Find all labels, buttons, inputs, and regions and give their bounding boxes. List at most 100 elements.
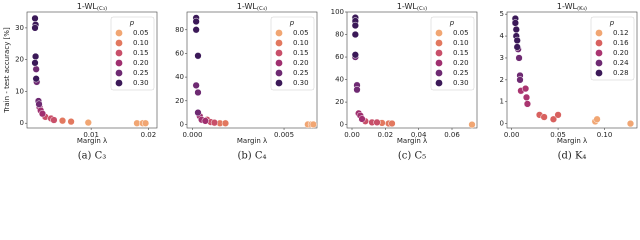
title-sub: (C₃) bbox=[97, 6, 107, 12]
y-tick-label: 0 bbox=[180, 120, 184, 128]
y-tick-label: 0 bbox=[340, 121, 344, 129]
point bbox=[549, 115, 558, 123]
legend-label: 0.05 bbox=[453, 29, 469, 37]
caption: (b) C₄ bbox=[237, 151, 266, 162]
y-tick-label: 0 bbox=[500, 120, 504, 128]
point bbox=[511, 19, 520, 27]
legend-marker bbox=[275, 49, 283, 57]
legend-marker bbox=[115, 49, 123, 57]
plot-frame bbox=[186, 11, 318, 129]
x-tick-label: 0.05 bbox=[550, 131, 566, 139]
y-tick-label: 20 bbox=[15, 56, 24, 64]
point bbox=[35, 100, 43, 108]
x-tick-label: 0.02 bbox=[378, 131, 394, 139]
legend-label: 0.10 bbox=[453, 39, 469, 47]
legend-title: p bbox=[609, 19, 615, 27]
point bbox=[31, 52, 40, 61]
caption: (d) K₄ bbox=[558, 151, 587, 162]
legend-marker bbox=[275, 59, 283, 67]
legend-label: 0.10 bbox=[133, 39, 149, 47]
point bbox=[468, 120, 476, 129]
point bbox=[351, 30, 359, 39]
legend-title: p bbox=[129, 19, 135, 27]
point bbox=[351, 51, 359, 59]
x-tick-label: 0.10 bbox=[597, 131, 613, 139]
legend-label: 0.05 bbox=[133, 29, 149, 37]
plot-title: 1-WL(C₅) bbox=[397, 2, 427, 12]
point bbox=[554, 111, 562, 119]
point bbox=[358, 115, 366, 123]
legend-marker bbox=[595, 29, 603, 37]
legend-label: 0.05 bbox=[293, 29, 309, 37]
x-tick-label: 0.04 bbox=[411, 131, 427, 139]
legend-marker bbox=[595, 69, 603, 77]
y-tick-label: 2 bbox=[500, 76, 504, 84]
legend-label: 0.20 bbox=[293, 59, 309, 67]
point bbox=[201, 117, 209, 125]
point bbox=[31, 14, 39, 23]
x-axis-label: Margin λ bbox=[237, 137, 267, 145]
title-sub: (C₅) bbox=[417, 6, 427, 12]
plot-frame bbox=[26, 11, 158, 129]
legend-label: 0.15 bbox=[453, 49, 469, 57]
legend-label: 0.25 bbox=[133, 69, 149, 77]
point bbox=[512, 25, 520, 34]
legend-label: 0.20 bbox=[453, 59, 469, 67]
plot-title: 1-WL(C₄) bbox=[237, 2, 267, 12]
point bbox=[67, 117, 75, 126]
legend-title: p bbox=[289, 19, 295, 27]
plot-frame bbox=[506, 11, 638, 129]
legend-marker bbox=[435, 59, 443, 67]
legend-marker bbox=[275, 79, 283, 87]
caption: (c) C₅ bbox=[398, 151, 426, 162]
point bbox=[515, 54, 523, 62]
legend-label: 0.30 bbox=[293, 79, 309, 87]
legend-marker bbox=[595, 39, 603, 47]
legend-title: p bbox=[449, 19, 455, 27]
point bbox=[593, 115, 601, 123]
y-tick-label: 100 bbox=[331, 8, 344, 16]
y-tick-label: 40 bbox=[175, 73, 184, 81]
y-tick-label: 10 bbox=[15, 87, 24, 95]
point bbox=[192, 17, 200, 26]
title-main: 1-WL bbox=[237, 2, 258, 11]
legend-label: 0.12 bbox=[613, 29, 629, 37]
page: {"chart_data": [ {"type": "scatter", "ti… bbox=[3, 1, 638, 162]
point bbox=[38, 110, 47, 118]
legend-marker bbox=[115, 59, 123, 67]
legend-marker bbox=[435, 79, 443, 87]
point bbox=[513, 43, 521, 51]
title-main: 1-WL bbox=[77, 2, 98, 11]
point bbox=[210, 119, 219, 127]
point bbox=[521, 84, 530, 93]
point bbox=[523, 100, 532, 108]
title-main: 1-WL bbox=[557, 2, 578, 11]
x-axis-label: Margin λ bbox=[557, 137, 587, 145]
y-tick-label: 20 bbox=[175, 97, 184, 105]
point bbox=[194, 52, 202, 60]
legend-marker bbox=[115, 79, 123, 87]
point bbox=[32, 65, 40, 73]
legend-marker bbox=[435, 49, 443, 57]
point bbox=[194, 108, 202, 117]
caption: (a) C₃ bbox=[78, 151, 107, 162]
x-axis-label: Margin λ bbox=[77, 137, 107, 145]
legend-label: 0.20 bbox=[613, 49, 629, 57]
point bbox=[353, 86, 361, 94]
y-tick-label: 5 bbox=[500, 10, 504, 18]
x-tick-label: 0.000 bbox=[182, 131, 202, 139]
plot-frame bbox=[346, 11, 478, 129]
title-sub: (C₄) bbox=[257, 6, 267, 12]
legend-label: 0.30 bbox=[453, 79, 469, 87]
legend-label: 0.16 bbox=[613, 39, 629, 47]
legend-label: 0.15 bbox=[133, 49, 149, 57]
point bbox=[50, 116, 58, 124]
point bbox=[194, 88, 202, 97]
point bbox=[58, 117, 67, 125]
plot-title: 1-WL(K₄) bbox=[557, 2, 587, 12]
legend-label: 0.25 bbox=[453, 69, 469, 77]
y-tick-label: 0 bbox=[20, 119, 24, 127]
x-tick-label: 0.005 bbox=[274, 131, 294, 139]
legend-marker bbox=[435, 69, 443, 77]
point bbox=[192, 26, 200, 34]
